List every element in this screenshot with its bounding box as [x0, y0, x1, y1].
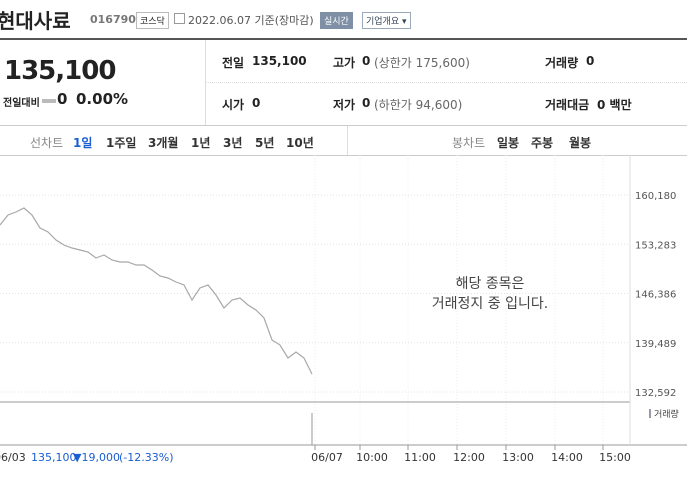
- y-tick-label: 160,180: [635, 191, 676, 202]
- period-tab[interactable]: 1일: [73, 136, 93, 150]
- divider: [347, 126, 348, 155]
- x-tick-label: 13:00: [502, 451, 534, 464]
- calendar-icon: [174, 13, 185, 24]
- x-tick-label: 06/07: [311, 451, 343, 464]
- period-tab[interactable]: 10년: [286, 136, 314, 150]
- stock-code: 016790: [90, 13, 136, 26]
- stat-value: 0: [252, 96, 261, 110]
- stat-label: 고가: [333, 56, 356, 70]
- legend-swatch: [649, 409, 651, 418]
- tab-label: 봉차트: [452, 136, 486, 150]
- footer-pct: (-12.33%): [119, 451, 174, 464]
- stat-label: 저가: [333, 98, 356, 112]
- y-tick-label: 139,489: [635, 339, 676, 350]
- date: 2022.06.07 기준(장마감): [188, 14, 314, 27]
- stat-note: (하한가 94,600): [374, 98, 463, 112]
- company-button[interactable]: 기업개요 ▾: [362, 12, 411, 29]
- divider: [205, 40, 206, 125]
- footer-change: ▼19,000: [73, 451, 120, 464]
- period-tab[interactable]: 5년: [255, 136, 275, 150]
- period-tab[interactable]: 3년: [223, 136, 243, 150]
- realtime-button[interactable]: 실시간: [320, 12, 353, 29]
- stat-note: (상한가 175,600): [374, 56, 470, 70]
- y-tick-label: 153,283: [635, 240, 676, 251]
- price-line: [0, 207, 313, 375]
- period-tab[interactable]: 3개월: [148, 136, 179, 150]
- divider: [206, 82, 687, 83]
- flat-icon: [42, 99, 56, 103]
- legend-label: 거래량: [654, 408, 679, 420]
- quote-area: 135,100 전일대비 0 0.00% 전일 135,100 고가 0 (상한…: [0, 40, 687, 126]
- stat-label: 거래대금: [545, 98, 590, 112]
- footer-date: 06/03: [0, 451, 26, 464]
- period-tab[interactable]: 1년: [191, 136, 211, 150]
- change: 0: [57, 90, 68, 108]
- stat-value: 135,100: [252, 54, 307, 68]
- candle-tab[interactable]: 일봉: [497, 136, 520, 150]
- tab-bar: [0, 126, 687, 156]
- x-tick-label: 15:00: [599, 451, 631, 464]
- stock-name: 현대사료: [0, 9, 71, 33]
- footer-price: 135,100: [31, 451, 77, 464]
- notice: 거래정지 중 입니다.: [432, 296, 548, 312]
- stat-label: 전일: [222, 56, 245, 70]
- tab-label: 선차트: [30, 136, 64, 150]
- change-label: 전일대비: [3, 98, 40, 109]
- price: 135,100: [4, 56, 116, 86]
- notice: 해당 종목은: [456, 276, 525, 292]
- candle-tab[interactable]: 월봉: [569, 136, 592, 150]
- stat-value: 0: [586, 54, 595, 68]
- y-tick-label: 146,386: [635, 290, 676, 301]
- chart: 15:00 14:00 13:00 12:00 11:00 10:00 06/07 132,5…: [0, 155, 687, 464]
- header: 현대사료 016790 코스닥 2022.06.07 기준(장마감) 실시간 기…: [0, 0, 687, 40]
- x-tick-label: 10:00: [356, 451, 388, 464]
- company-label: 기업개요: [366, 17, 400, 27]
- stat-label: 거래량: [545, 56, 579, 70]
- market-badge: 코스닥: [136, 12, 169, 29]
- stat-value: 0: [362, 54, 371, 68]
- stat-label: 시가: [222, 98, 245, 112]
- y-tick-label: 132,592: [635, 388, 676, 399]
- candle-tab[interactable]: 주봉: [531, 136, 554, 150]
- x-tick-label: 11:00: [404, 451, 436, 464]
- x-tick-label: 14:00: [551, 451, 583, 464]
- stat-value: 0 백만: [597, 98, 632, 112]
- period-tab[interactable]: 1주일: [106, 136, 137, 150]
- change-pct: 0.00%: [76, 90, 129, 108]
- x-tick-label: 12:00: [453, 451, 485, 464]
- stat-value: 0: [362, 96, 371, 110]
